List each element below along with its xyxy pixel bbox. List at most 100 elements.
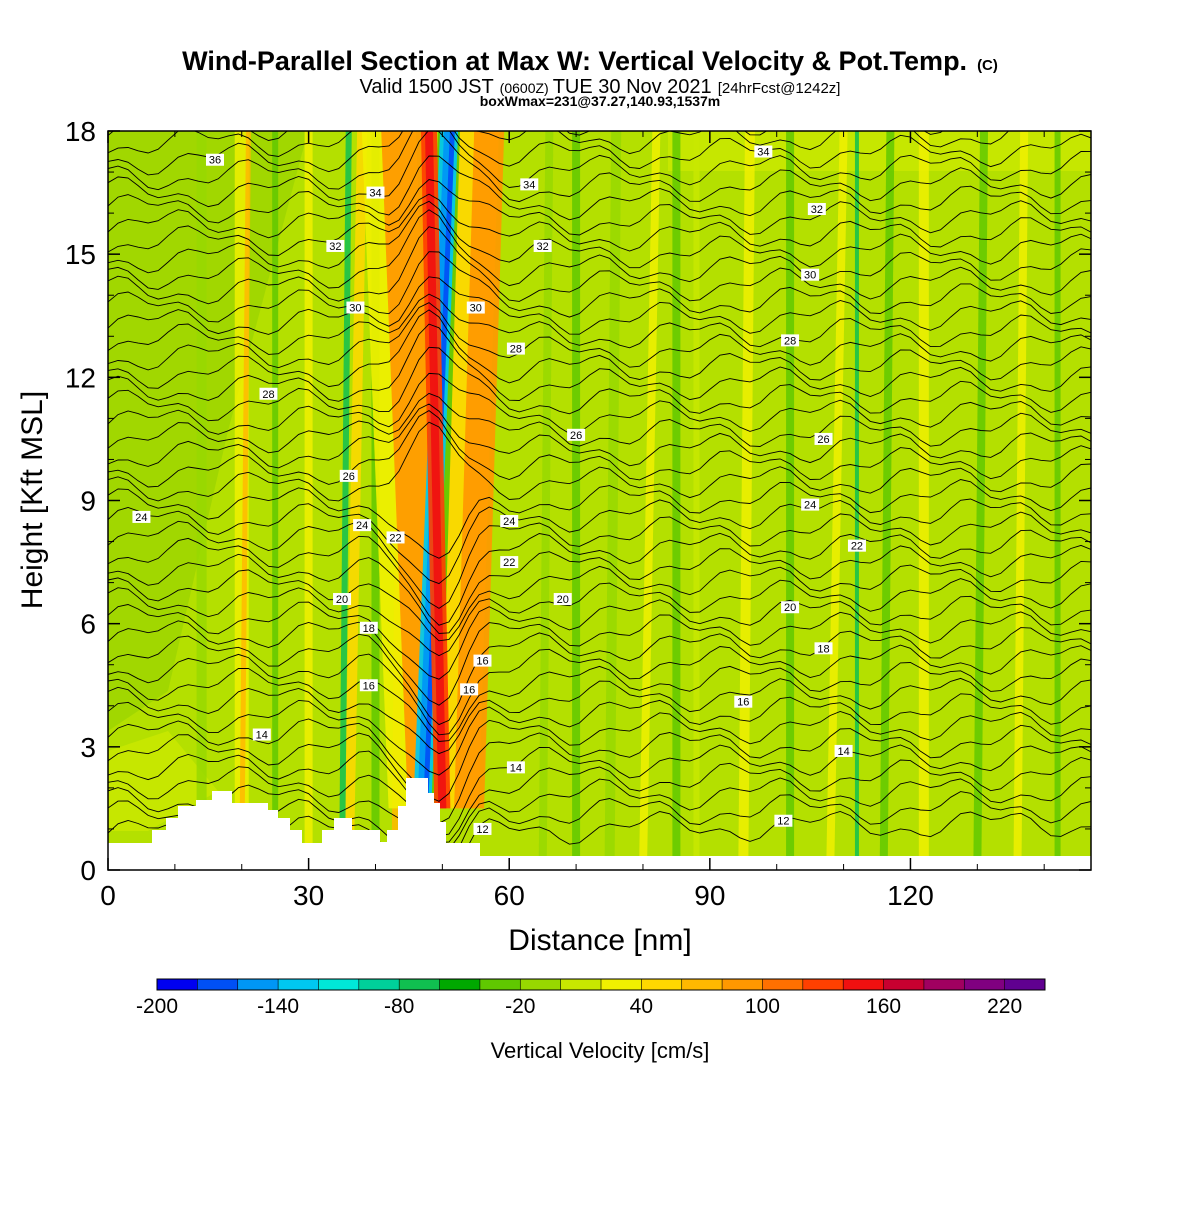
- theta-contour-line: [108, 560, 1091, 642]
- contour-label: 12: [777, 816, 789, 828]
- contour-label-box: [781, 334, 800, 347]
- velocity-band: [1054, 131, 1061, 870]
- contour-label: 30: [349, 303, 361, 315]
- theta-contour-line: [108, 724, 1091, 824]
- theta-contour-line: [108, 744, 1091, 837]
- colorbar-swatch: [318, 979, 360, 990]
- contour-label: 26: [343, 471, 355, 483]
- colorbar-tick-label: 220: [987, 995, 1022, 1018]
- contour-label-box: [801, 268, 820, 281]
- contour-label-box: [252, 728, 271, 741]
- contour-label: 34: [523, 179, 535, 191]
- contour-label: 16: [463, 684, 475, 696]
- contour-label-box: [205, 153, 224, 166]
- contour-label: 22: [851, 541, 863, 553]
- theta-contour-line: [108, 479, 1091, 559]
- theta-contour-line: [108, 644, 1091, 736]
- colorbar-swatch: [278, 979, 319, 990]
- velocity-band: [672, 131, 681, 870]
- theta-contour-line: [108, 226, 1091, 305]
- velocity-band: [826, 131, 848, 870]
- velocity-band: [879, 131, 895, 870]
- colorbar-swatch: [843, 979, 885, 990]
- x-tick-label: 30: [293, 880, 324, 911]
- contour-label: 24: [503, 516, 515, 528]
- colorbar-tick-label: 40: [630, 995, 653, 1018]
- contour-label-box: [386, 531, 405, 544]
- velocity-band: [272, 131, 279, 870]
- chart-title-mark: (C): [977, 57, 998, 74]
- colorbar-tick-label: -140: [257, 995, 299, 1018]
- contour-label-box: [553, 593, 572, 606]
- y-tick-label: 3: [80, 732, 96, 763]
- theta-contour-line: [108, 251, 1091, 323]
- colorbar: -200 -140 -80 -20 40 100 160 220: [136, 978, 1046, 1018]
- contour-label: 24: [356, 520, 368, 532]
- colorbar-swatch: [923, 979, 965, 990]
- contour-label: 28: [510, 344, 522, 356]
- contour-label-box: [333, 593, 352, 606]
- contour-label-box: [834, 744, 853, 757]
- x-tick-label: 90: [694, 880, 725, 911]
- velocity-band: [304, 131, 313, 870]
- contour-label: 32: [537, 241, 549, 253]
- colorbar-swatch: [1004, 979, 1046, 990]
- contour-label-box: [814, 642, 833, 655]
- contour-label-box: [259, 387, 278, 400]
- colorbar-swatch: [964, 979, 1006, 990]
- velocity-band: [693, 131, 700, 870]
- theta-contour-line: [108, 209, 1091, 290]
- theta-contour-line: [108, 372, 1091, 435]
- chart-subtitle: Valid 1500 JST (0600Z) TUE 30 Nov 2021 [24h…: [360, 76, 841, 98]
- y-tick-label: 12: [65, 362, 96, 393]
- contour-label: 20: [784, 602, 796, 614]
- contour-label-box: [326, 239, 345, 252]
- contour-label: 20: [336, 594, 348, 606]
- colorbar-tick-label: 100: [745, 995, 780, 1018]
- y-axis-label: Height [Kft MSL]: [16, 391, 49, 609]
- contour-label: 18: [363, 623, 375, 635]
- theta-contour-line: [108, 131, 944, 141]
- contour-label: 26: [570, 430, 582, 442]
- velocity-band: [738, 131, 755, 870]
- theta-contour-line: [108, 302, 1091, 371]
- velocity-band: [343, 131, 368, 870]
- contour-label: 14: [510, 762, 522, 774]
- contour-label: 32: [811, 204, 823, 216]
- chart-title-main: Wind-Parallel Section at Max W: Vertical…: [182, 46, 967, 76]
- velocity-band: [918, 131, 929, 870]
- velocity-field: [108, 131, 1091, 870]
- theta-contour-line: [108, 711, 1091, 802]
- contour-label: 24: [804, 500, 816, 512]
- theta-contours: [108, 131, 1091, 870]
- contour-label-box: [500, 556, 519, 569]
- y-tick-label: 18: [65, 116, 96, 147]
- colorbar-swatch: [439, 979, 481, 990]
- contour-label: 30: [470, 303, 482, 315]
- theta-contour-line: [108, 179, 1091, 239]
- theta-contour-line: [108, 131, 1091, 208]
- theta-contour-line: [108, 346, 1091, 422]
- theta-contour-line: [108, 693, 1091, 776]
- theta-contour-line: [108, 611, 1091, 706]
- contour-label-box: [807, 203, 826, 216]
- theta-contour-line: [108, 131, 1091, 191]
- colorbar-swatch: [560, 979, 602, 990]
- contour-label-box: [847, 539, 866, 552]
- contour-label-box: [473, 822, 492, 835]
- contour-label: 18: [817, 643, 829, 655]
- contour-label-box: [346, 301, 365, 314]
- y-tick-label: 15: [65, 239, 96, 270]
- chart-title: Wind-Parallel Section at Max W: Vertical…: [182, 46, 998, 76]
- velocity-band: [604, 131, 622, 870]
- velocity-bands: [196, 131, 1061, 870]
- contour-label: 14: [256, 730, 268, 742]
- contour-label-box: [814, 432, 833, 445]
- contour-label-box: [132, 510, 151, 523]
- contour-label-box: [506, 342, 525, 355]
- velocity-band: [239, 131, 251, 870]
- theta-contour-line: [108, 200, 1091, 274]
- contour-label: 32: [329, 241, 341, 253]
- colorbar-swatch: [479, 979, 521, 990]
